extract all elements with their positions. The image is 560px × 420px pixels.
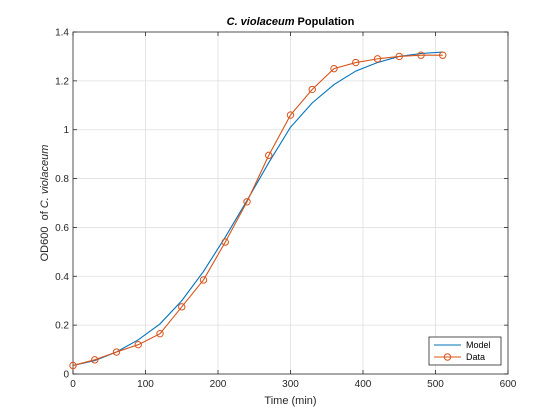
- legend-item-data: Data: [434, 352, 485, 362]
- data-point: [69, 361, 77, 370]
- chart-title-italic: C. violaceum: [227, 16, 295, 28]
- x-tick-label: 0: [70, 379, 76, 390]
- data-point: [243, 198, 251, 206]
- grid: [73, 32, 508, 374]
- x-axis-label: Time (min): [264, 395, 316, 407]
- series-line-model: [72, 51, 443, 366]
- data-point: [286, 111, 295, 119]
- y-tick-label: 0.2: [55, 321, 69, 332]
- data-point: [373, 55, 382, 63]
- x-tick-label: 100: [137, 379, 154, 390]
- ticks: [72, 31, 509, 375]
- chart-title: C. violaceum Population: [227, 16, 355, 28]
- data-point: [91, 356, 99, 364]
- data-point: [330, 64, 338, 73]
- x-tick-label: 200: [210, 379, 227, 390]
- legend: Model Data: [428, 336, 502, 366]
- y-tick-label: 0: [63, 370, 69, 381]
- chart-title-rest: Population: [294, 16, 354, 28]
- series-model: [72, 51, 443, 366]
- data-point: [221, 238, 229, 246]
- tick-labels: 0 100 200 300 400 500 600 0 0.2 0.4 0.6 0.8 1 1.2 1.4: [55, 28, 517, 391]
- y-tick-label: 1: [63, 125, 69, 136]
- y-tick-label: 0.8: [55, 174, 69, 185]
- y-tick-label: 0.4: [55, 272, 69, 283]
- data-point: [395, 52, 403, 61]
- data-point: [265, 151, 273, 160]
- y-axis-label: OD600 of C. violaceum: [39, 145, 51, 262]
- data-point: [352, 58, 360, 67]
- y-tick-label: 1.4: [55, 28, 69, 39]
- data-point: [178, 303, 186, 311]
- data-point: [199, 276, 208, 284]
- y-axis-label-italic: C. violaceum: [39, 145, 51, 209]
- y-tick-label: 0.6: [55, 223, 69, 234]
- x-tick-label: 400: [355, 379, 372, 390]
- legend-item-model: Model: [434, 340, 491, 350]
- data-point: [156, 329, 164, 338]
- data-point: [417, 51, 425, 59]
- series-group: [69, 51, 447, 370]
- x-tick-label: 500: [427, 379, 444, 390]
- data-point: [134, 340, 142, 349]
- data-point: [308, 85, 316, 94]
- y-axis-label-prefix: OD600 of: [39, 208, 51, 261]
- x-tick-label: 300: [282, 379, 299, 390]
- legend-label: Model: [466, 340, 491, 350]
- data-point: [112, 348, 121, 356]
- data-point: [439, 51, 447, 59]
- y-tick-label: 1.2: [55, 76, 69, 87]
- x-tick-label: 600: [500, 379, 517, 390]
- legend-label: Data: [466, 352, 485, 362]
- legend-marker: [443, 353, 452, 361]
- series-data: [69, 51, 447, 370]
- legend-box: [428, 336, 502, 366]
